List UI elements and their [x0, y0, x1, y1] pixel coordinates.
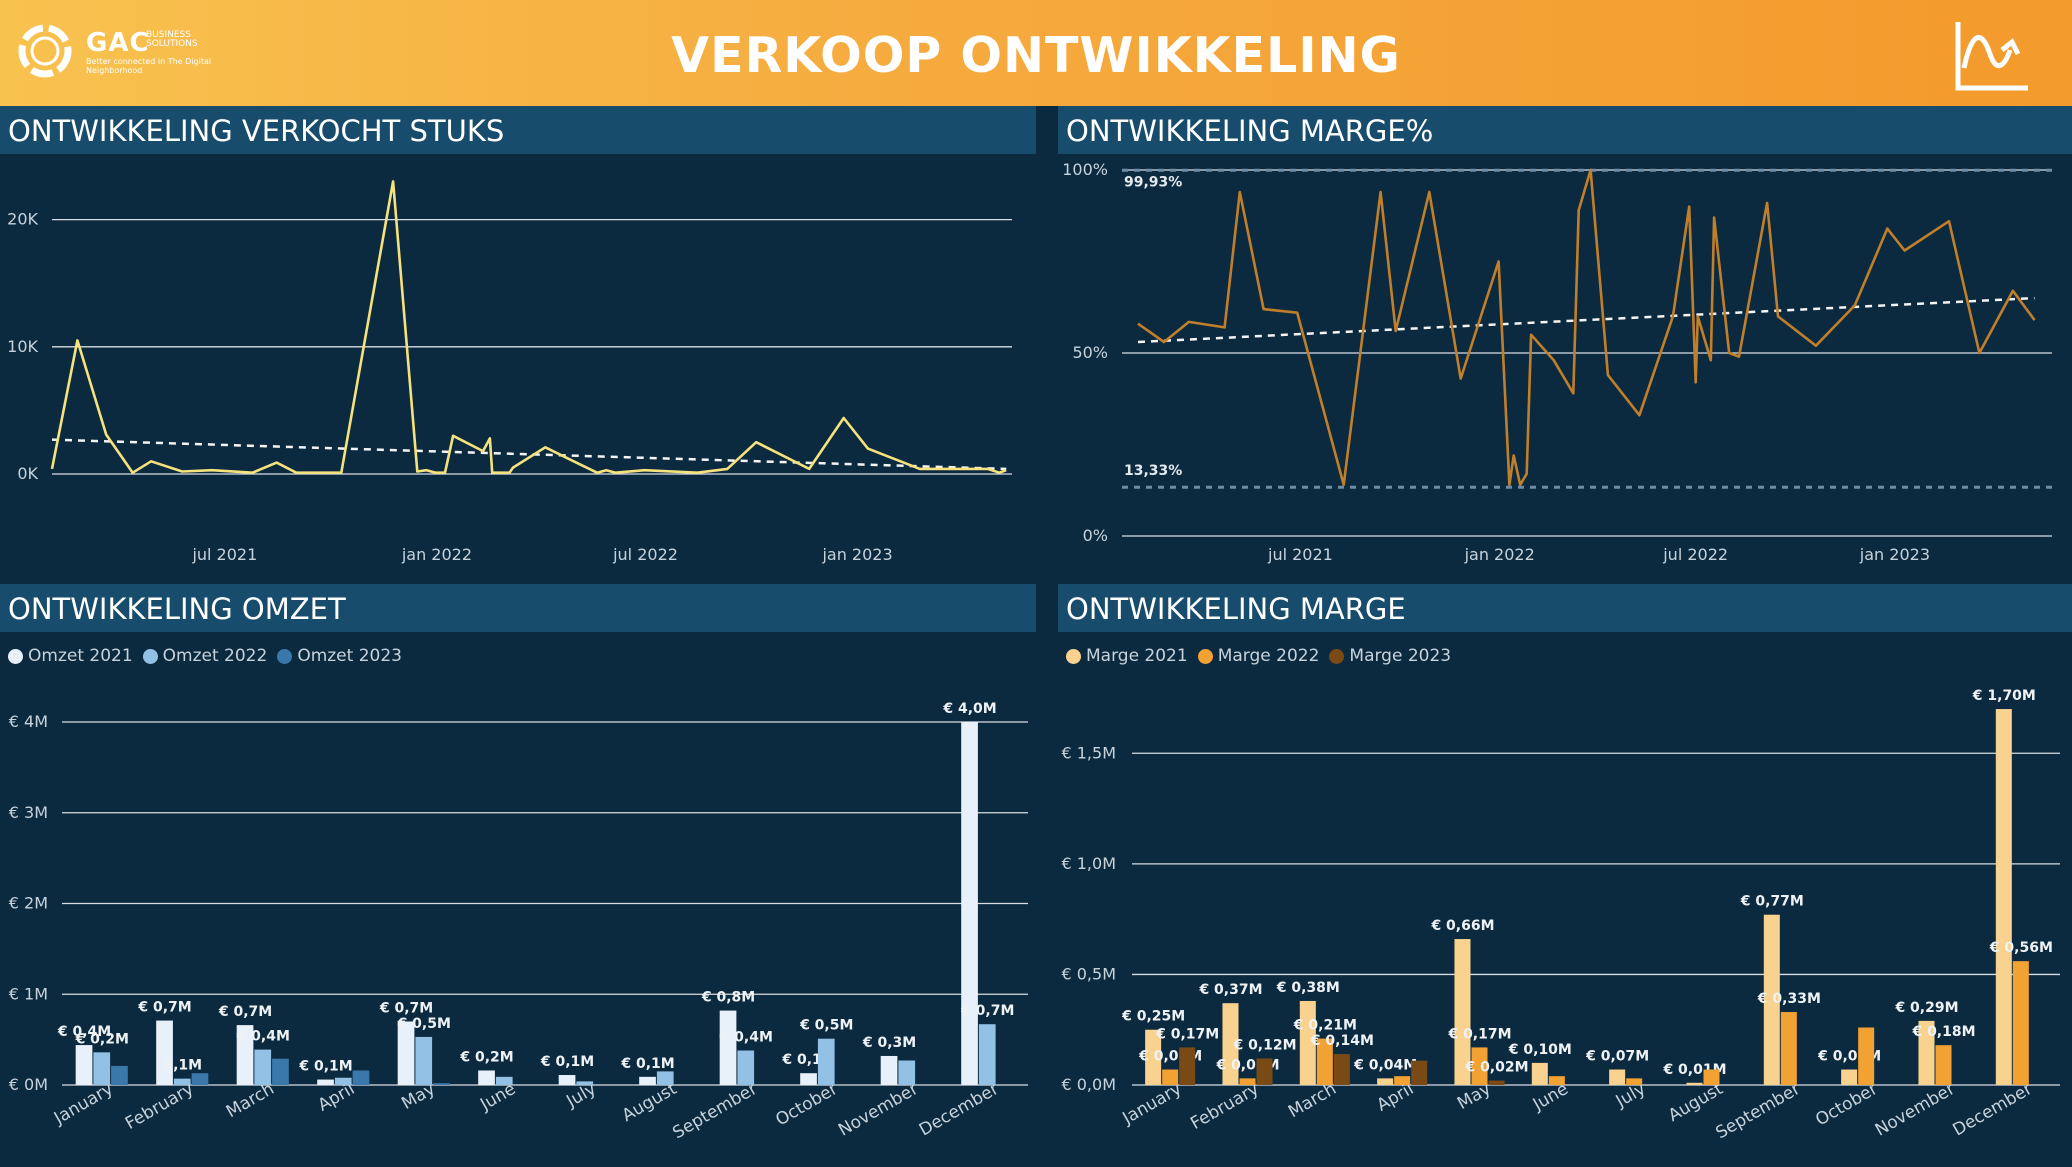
legend-item-marge-2022[interactable]: Marge 2022 [1197, 646, 1320, 666]
panel-stuks: ONTWIKKELING VERKOCHT STUKS [0, 106, 1036, 584]
legend-label: Omzet 2022 [162, 646, 268, 666]
panel-title-marge: ONTWIKKELING MARGE [1058, 584, 2072, 632]
legend-item-marge-2021[interactable]: Marge 2021 [1066, 646, 1188, 666]
legend-marge: Marge 2021 Marge 2022 Marge 2023 [1066, 638, 1451, 674]
logo-name: GAC [86, 28, 150, 58]
legend-label: Omzet 2021 [28, 646, 133, 666]
legend-label: Marge 2022 [1217, 646, 1320, 666]
legend-item-omzet-2022[interactable]: Omzet 2022 [142, 646, 268, 666]
logo-sub: BUSINESS SOLUTIONS [146, 30, 198, 49]
legend-item-omzet-2023[interactable]: Omzet 2023 [277, 646, 402, 666]
panel-title-margepct: ONTWIKKELING MARGE% [1058, 106, 2072, 154]
legend-label: Marge 2023 [1349, 646, 1452, 666]
logo-ring-icon [18, 24, 72, 78]
legend-omzet: Omzet 2021 Omzet 2022 Omzet 2023 [8, 638, 402, 674]
logo-tagline: Better connected in The Digital Neighbor… [86, 57, 212, 75]
legend-item-marge-2023[interactable]: Marge 2023 [1329, 646, 1451, 666]
panel-title-omzet: ONTWIKKELING OMZET [0, 584, 1036, 632]
company-logo: GAC BUSINESS SOLUTIONS Better connected … [16, 22, 256, 84]
trend-line-icon [1955, 22, 2028, 91]
panel-title-stuks: ONTWIKKELING VERKOCHT STUKS [0, 106, 1036, 154]
header-banner: GAC BUSINESS SOLUTIONS Better connected … [0, 0, 2072, 106]
legend-label: Marge 2021 [1086, 646, 1188, 666]
panel-margepct: ONTWIKKELING MARGE% [1058, 106, 2072, 584]
panel-omzet: ONTWIKKELING OMZET [0, 584, 1036, 1167]
legend-label: Omzet 2023 [297, 646, 402, 666]
legend-item-omzet-2021[interactable]: Omzet 2021 [8, 646, 133, 666]
page-title: VERKOOP ONTWIKKELING [671, 27, 1401, 84]
